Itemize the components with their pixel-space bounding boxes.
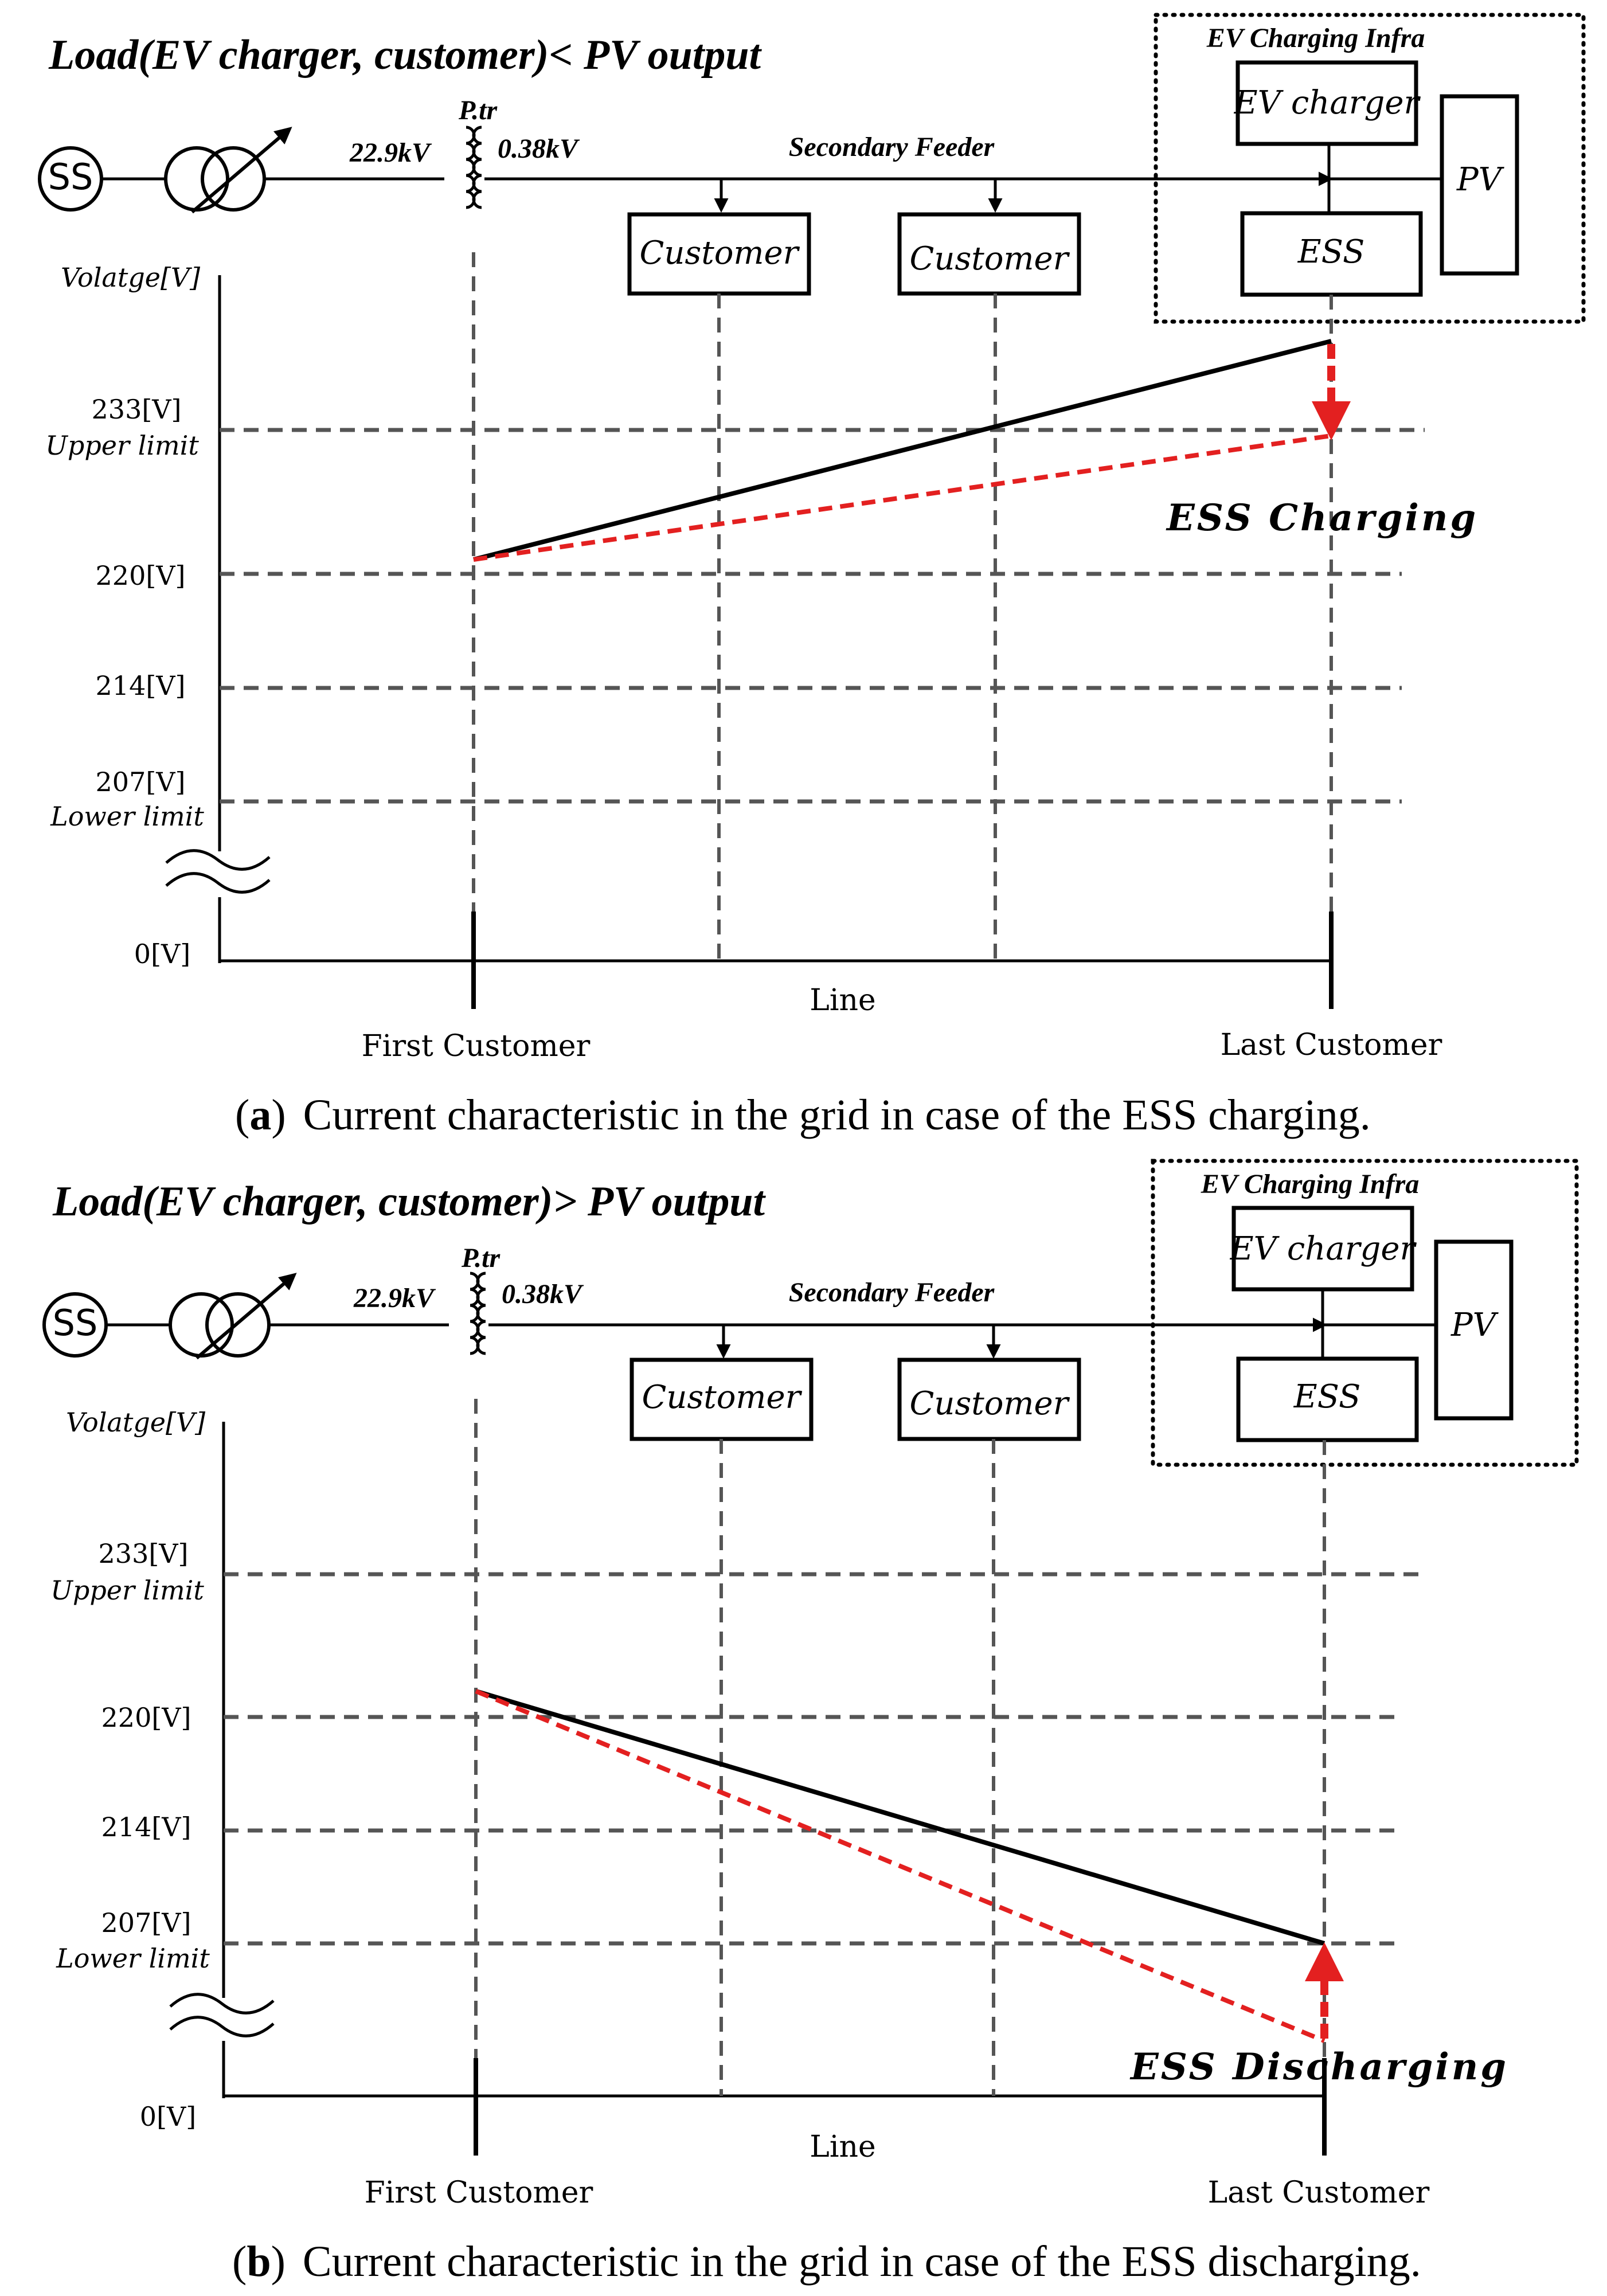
ptr-secondary-coil [472,126,482,209]
y-axis-title: Volatge[V] [61,262,200,293]
y-label-214: 214[V] [101,1812,191,1843]
x-axis-title: Line [810,2130,875,2164]
y-label-220: 220[V] [101,1702,191,1733]
voltage-profile-with-ess [475,1689,1326,2043]
y-label-207: 207[V] [101,1907,191,1938]
ev-infra-boundary [1154,13,1586,324]
ev-infra-boundary [1151,1159,1579,1467]
ess-box [1240,211,1423,297]
customer-box-2 [897,1358,1081,1441]
ev-infra-title: EV Charging Infra [1201,1169,1420,1199]
y-label-233: 233[V] [92,394,182,425]
hv-voltage-label: 22.9kV [353,1283,436,1313]
ess-adjust-arrow-head [1305,1942,1344,1981]
pv-box [1434,1239,1514,1421]
voltage-profile-with-ess [473,433,1332,562]
x-label-first-customer: First Customer [365,2176,593,2210]
pv-label: PV [1450,1307,1499,1344]
customer-label-2: Customer [910,1385,1070,1422]
y-label-220: 220[V] [96,560,186,591]
customer-box-2 [897,212,1081,296]
y-label-upper-limit: Upper limit [45,430,199,461]
regulator-coil-left [164,146,229,212]
ptr-label: P.tr [458,95,498,126]
pv-box [1440,94,1519,276]
y-label-lower-limit: Lower limit [50,801,204,832]
regulator-coil-left [169,1292,234,1358]
regulator-arrow [196,1273,297,1360]
x-label-first-customer: First Customer [362,1029,591,1063]
panel-b-heading: Load(EV charger, customer)> PV output [52,1178,767,1225]
ev-charger-label: EV charger [1230,1230,1417,1268]
y-label-lower-limit: Lower limit [56,1943,210,1974]
secondary-feeder-label: Secondary Feeder [789,132,995,162]
regulator-arrow [191,127,292,214]
panel-b: Load(EV charger, customer)> PV output SS… [42,1159,1579,2286]
substation-label: SS [53,1302,98,1344]
y-axis-break-symbol [169,1993,275,2037]
ptr-label: P.tr [461,1243,501,1273]
x-label-last-customer: Last Customer [1221,1028,1442,1062]
lv-voltage-label: 0.38kV [498,134,580,164]
customer-label-1: Customer [642,1379,803,1416]
pv-label: PV [1456,161,1505,198]
customer-label-1: Customer [640,234,800,272]
y-axis-break-symbol [165,849,271,894]
substation-label: SS [48,156,93,198]
ev-charger-box [1235,60,1418,146]
panel-a: Load(EV charger, customer)< PV output SS… [38,13,1586,1139]
ess-box-label: ESS [1293,1378,1361,1415]
secondary-feeder-label: Secondary Feeder [789,1277,995,1308]
y-axis-title: Volatge[V] [66,1407,205,1438]
ptr-secondary-coil [476,1272,486,1355]
ev-infra-title: EV Charging Infra [1206,23,1425,53]
voltage-profile-without-ess [475,1689,1326,1946]
panel-a-heading: Load(EV charger, customer)< PV output [48,32,763,79]
caption-a: (a) Current characteristic in the grid in… [235,1091,1371,1139]
ess-box [1236,1356,1419,1442]
ess-adjust-arrow-head [1312,401,1351,440]
customer-label-2: Customer [910,240,1070,277]
ev-charger-label: EV charger [1234,84,1421,122]
y-label-0: 0[V] [134,938,190,969]
y-label-233: 233[V] [99,1538,189,1569]
ess-discharging-label: ESS Discharging [1129,2045,1508,2088]
hv-voltage-label: 22.9kV [349,138,432,168]
y-label-214: 214[V] [96,670,186,701]
x-axis-title: Line [810,983,875,1018]
lv-voltage-label: 0.38kV [502,1279,584,1309]
y-label-0: 0[V] [140,2101,196,2132]
ess-box-label: ESS [1297,233,1365,271]
y-label-207: 207[V] [96,766,186,797]
caption-b: (b) Current characteristic in the grid in… [232,2238,1421,2286]
x-label-last-customer: Last Customer [1208,2176,1430,2210]
customer-box-1 [629,1358,814,1441]
voltage-profile-without-ess [473,339,1332,562]
ess-charging-label: ESS Charging [1166,496,1478,539]
y-label-upper-limit: Upper limit [50,1575,204,1606]
